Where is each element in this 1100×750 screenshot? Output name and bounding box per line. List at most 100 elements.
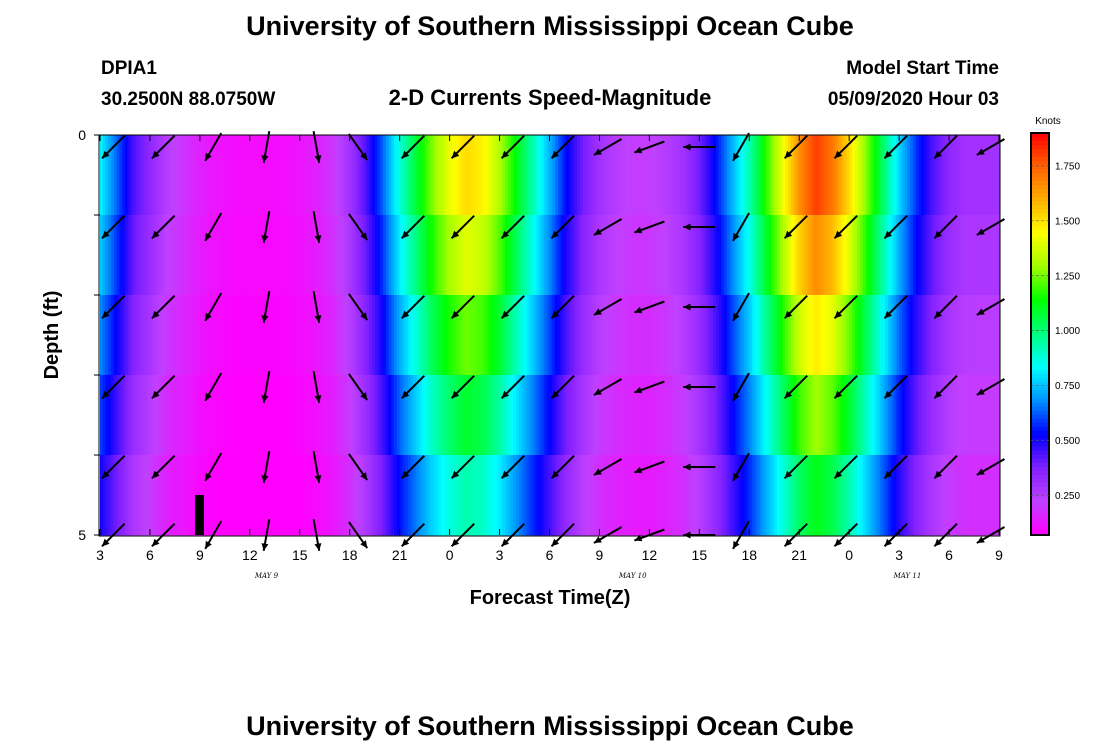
current-arrow	[783, 374, 808, 400]
heatmap-cell	[427, 455, 431, 536]
heatmap-cell	[582, 295, 587, 376]
heatmap-cell	[749, 135, 753, 216]
heatmap-cell	[136, 455, 140, 536]
heatmap-cell	[219, 215, 223, 296]
arrow-head	[451, 538, 460, 547]
heatmap-cell	[383, 455, 387, 536]
colorbar-segment	[1031, 197, 1049, 202]
heatmap-cell	[582, 455, 587, 536]
heatmap-cell	[965, 455, 970, 536]
heatmap-cell	[383, 215, 387, 296]
heatmap-cell	[507, 455, 512, 536]
heatmap-cell	[333, 135, 337, 216]
chart-subtitle: 2-D Currents Speed-Magnitude	[389, 85, 712, 110]
heatmap-cell	[260, 135, 265, 216]
heatmap-cell	[832, 135, 836, 216]
heatmap-cell	[879, 455, 884, 536]
current-arrow	[348, 213, 369, 241]
heatmap-cell	[835, 215, 839, 296]
heatmap-cell	[100, 215, 104, 296]
heatmap-cell	[591, 215, 595, 296]
heatmap-cell	[654, 375, 659, 456]
heatmap-cell	[149, 295, 154, 376]
heatmap-cell	[821, 375, 825, 456]
heatmap-cell	[188, 295, 193, 376]
heatmap-cell	[499, 375, 503, 456]
heatmap-cell	[169, 215, 173, 296]
colorbar-segment	[1031, 193, 1049, 198]
heatmap-cell	[313, 375, 318, 456]
heatmap-cell	[344, 375, 348, 456]
arrow-head	[976, 468, 985, 475]
heatmap-cell	[846, 215, 850, 296]
heatmap-cell	[641, 215, 645, 296]
heatmap-cell	[136, 295, 140, 376]
heatmap-cell	[985, 455, 989, 536]
heatmap-cell	[960, 455, 964, 536]
colorbar-segment	[1031, 414, 1049, 419]
heatmap-cell	[907, 215, 911, 296]
heatmap-cell	[419, 455, 423, 536]
arrow-head	[360, 472, 368, 481]
heatmap-cell	[746, 455, 750, 536]
heatmap-cell	[824, 375, 828, 456]
current-arrow	[261, 371, 271, 403]
heatmap-cell	[899, 375, 903, 456]
heatmap-cell	[710, 295, 714, 376]
heatmap-cell	[507, 215, 512, 296]
y-tick-label: 0	[78, 127, 86, 143]
heatmap-cell	[416, 135, 420, 216]
heatmap-cell	[116, 215, 121, 296]
current-arrow	[101, 214, 126, 240]
heatmap-cell	[346, 375, 351, 456]
heatmap-cell	[219, 455, 223, 536]
heatmap-cell	[974, 295, 978, 376]
heatmap-cell	[921, 135, 925, 216]
heatmap-cell	[821, 295, 825, 376]
heatmap-cell	[446, 295, 451, 376]
heatmap-cell	[974, 455, 978, 536]
current-arrow	[312, 211, 322, 243]
heatmap-cell	[297, 375, 301, 456]
heatmap-cell	[394, 215, 398, 296]
arrow-head	[732, 152, 740, 161]
heatmap-cell	[227, 215, 232, 296]
colorbar-segment	[1031, 253, 1049, 259]
heatmap-cell	[557, 375, 562, 456]
heatmap-cell	[976, 135, 981, 216]
heatmap-cell	[582, 135, 587, 216]
heatmap-cell	[946, 295, 950, 376]
heatmap-cell	[627, 375, 631, 456]
heatmap-cell	[982, 215, 986, 296]
heatmap-cell	[774, 375, 778, 456]
heatmap-cell	[144, 375, 148, 456]
colorbar-tick-label: 1.750	[1055, 161, 1080, 172]
current-arrow	[550, 454, 575, 480]
heatmap-cell	[674, 135, 678, 216]
colorbar-segment	[1031, 402, 1049, 407]
heatmap-cell	[868, 135, 872, 216]
colorbar-segment	[1031, 317, 1049, 323]
arrow-head	[884, 150, 892, 159]
heatmap-cell	[474, 135, 478, 216]
heatmap-cell	[113, 135, 118, 216]
heatmap-cell	[435, 135, 440, 216]
heatmap-cell	[174, 215, 179, 296]
heatmap-cell	[666, 295, 670, 376]
heatmap-cell	[610, 135, 614, 216]
heatmap-cell	[890, 375, 895, 456]
current-arrow	[348, 133, 369, 161]
heatmap-cell	[371, 455, 376, 536]
heatmap-cell	[851, 135, 856, 216]
heatmap-cell	[771, 215, 775, 296]
heatmap-cell	[277, 215, 281, 296]
heatmap-cell	[136, 215, 140, 296]
heatmap-cell	[860, 375, 864, 456]
heatmap-cell	[996, 215, 1000, 296]
heatmap-cell	[113, 455, 118, 536]
heatmap-cell	[385, 215, 390, 296]
heatmap-cell	[638, 135, 642, 216]
heatmap-cell	[710, 215, 714, 296]
heatmap-cell	[291, 295, 295, 376]
heatmap-cell	[607, 375, 612, 456]
